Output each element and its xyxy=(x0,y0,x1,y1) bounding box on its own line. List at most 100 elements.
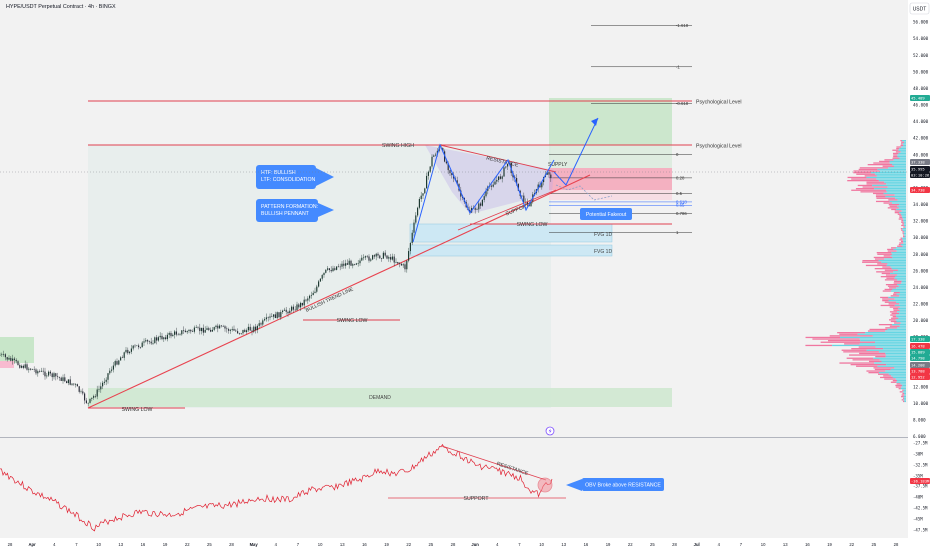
volume-bar-buy xyxy=(860,340,906,342)
candle-body xyxy=(516,177,518,184)
candle-body xyxy=(84,393,86,401)
volume-bar-buy xyxy=(876,178,906,180)
volume-bar-buy xyxy=(897,199,906,201)
volume-bar-sell xyxy=(862,261,882,263)
volume-bar-buy xyxy=(890,272,906,275)
target-zone xyxy=(549,98,672,145)
candle-body xyxy=(89,398,91,403)
volume-bar-sell xyxy=(862,260,879,262)
candle-body xyxy=(485,190,487,197)
volume-bar-buy xyxy=(894,194,906,196)
candle-body xyxy=(49,371,51,374)
time-tick-label: 7 xyxy=(75,542,78,547)
candle-body xyxy=(85,400,87,403)
candle-body xyxy=(244,329,246,333)
volume-bar-sell xyxy=(805,336,841,339)
candle-body xyxy=(67,379,69,384)
candle-body xyxy=(1,354,3,355)
volume-bar-sell xyxy=(887,285,899,287)
obv-callout xyxy=(582,478,664,491)
candle-body xyxy=(300,302,302,308)
volume-bar-buy xyxy=(899,295,906,297)
volume-bar-buy xyxy=(899,148,906,150)
candle-body xyxy=(267,317,269,319)
candle-body xyxy=(46,375,48,377)
candle-body xyxy=(364,256,366,258)
candle-body xyxy=(429,166,431,172)
volume-bar-sell xyxy=(882,290,891,292)
candle-body xyxy=(170,332,172,337)
candle-body xyxy=(373,255,375,257)
candle-body xyxy=(26,364,28,370)
volume-bar-buy xyxy=(901,215,906,217)
candle-body xyxy=(179,334,181,335)
volume-bar-sell xyxy=(875,356,886,358)
volume-bar-sell xyxy=(887,207,899,209)
volume-bar-buy xyxy=(891,202,906,204)
candle-body xyxy=(476,209,478,210)
obv-pane[interactable] xyxy=(0,438,908,538)
volume-bar-sell xyxy=(885,327,898,329)
obv-tick-label: -42.5M xyxy=(913,506,928,511)
volume-bar-sell xyxy=(849,354,886,356)
price-tick-label: 48.000 xyxy=(913,86,929,91)
volume-bar-sell xyxy=(901,229,903,231)
volume-bar-buy xyxy=(884,181,906,183)
volume-bar-sell xyxy=(894,322,901,324)
volume-bar-sell xyxy=(872,192,884,195)
price-badge xyxy=(910,374,930,380)
volume-bar-sell xyxy=(874,368,891,371)
volume-bar-buy xyxy=(887,328,906,331)
candle-body xyxy=(148,341,150,343)
candle-body xyxy=(400,263,402,266)
price-badge-label: 13.788 xyxy=(911,369,925,374)
price-axis[interactable] xyxy=(908,0,932,550)
candle-body xyxy=(44,371,46,377)
obv-tick-label: -35M xyxy=(913,474,923,479)
volume-bar-sell xyxy=(890,314,896,316)
volume-bar-sell xyxy=(853,172,871,174)
volume-bar-sell xyxy=(883,375,892,377)
resistance-line xyxy=(439,144,557,173)
currency-button[interactable] xyxy=(909,2,930,15)
candle-body xyxy=(269,316,271,318)
candle-body xyxy=(208,328,210,330)
candle-body xyxy=(264,319,266,321)
volume-bar-sell xyxy=(892,316,897,318)
time-axis[interactable] xyxy=(0,538,908,550)
volume-bar-sell xyxy=(896,148,900,150)
volume-bar-sell xyxy=(866,183,887,185)
currency-label[interactable]: USDT xyxy=(913,7,927,13)
candle-body xyxy=(490,185,492,187)
volume-bar-sell xyxy=(868,372,879,374)
volume-bar-sell xyxy=(882,300,889,302)
volume-bar-buy xyxy=(885,330,906,332)
candle-body xyxy=(327,268,329,270)
time-tick-label: 19 xyxy=(163,542,168,547)
volume-bar-sell xyxy=(900,140,902,142)
volume-bar-buy xyxy=(886,191,906,193)
volume-bar-buy xyxy=(904,234,906,236)
candle-body xyxy=(289,310,291,314)
price-badge xyxy=(910,355,930,361)
candle-body xyxy=(550,174,552,179)
htf-callout xyxy=(256,165,316,189)
projection-arrow-head xyxy=(591,118,598,126)
support-line xyxy=(457,189,557,231)
candle-body xyxy=(242,329,244,334)
candle-body xyxy=(251,330,253,332)
volume-bar-sell xyxy=(844,343,860,345)
volume-bar-buy xyxy=(892,288,906,291)
volume-bar-sell xyxy=(868,360,882,363)
volume-bar-buy xyxy=(879,359,906,361)
volume-bar-buy xyxy=(888,300,906,302)
volume-bar-buy xyxy=(893,165,906,167)
volume-bar-sell xyxy=(890,381,897,383)
time-tick-label: 16 xyxy=(805,542,810,547)
price-badge xyxy=(910,159,930,165)
candle-body xyxy=(147,340,149,342)
volume-bar-buy xyxy=(903,389,906,391)
volume-bar-sell xyxy=(884,301,897,303)
volume-bar-sell xyxy=(860,191,887,193)
